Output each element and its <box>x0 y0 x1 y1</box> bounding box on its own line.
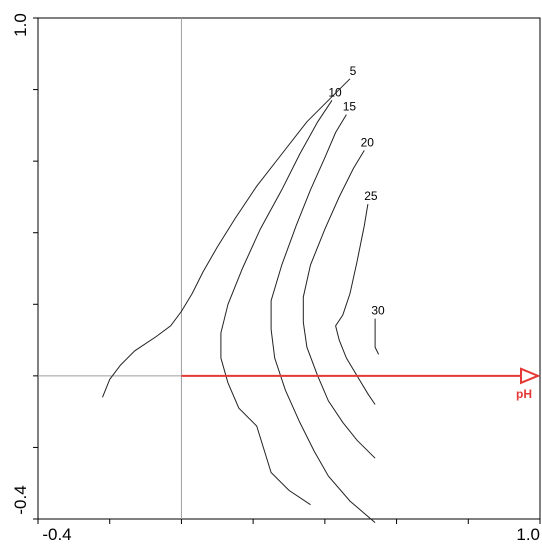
ph-arrow-head <box>520 367 541 385</box>
contour-line-10 <box>220 100 333 506</box>
contour-line-20 <box>302 150 376 459</box>
contour-line-30 <box>374 318 380 355</box>
plot-frame <box>37 17 541 520</box>
x-tick-label-left: -0.4 <box>42 525 71 544</box>
contour-line-25 <box>335 204 376 405</box>
ph-arrow-label: pH <box>516 387 532 401</box>
contour-label-25: 25 <box>364 189 378 203</box>
contour-label-20: 20 <box>361 135 375 149</box>
x-tick-label-right: 1.0 <box>516 525 540 544</box>
y-tick-label-bottom: -0.4 <box>11 485 30 514</box>
contour-line-15 <box>270 114 376 523</box>
contour-label-30: 30 <box>371 304 385 318</box>
axis-ticks <box>33 17 541 524</box>
y-tick-label-top: 1.0 <box>11 13 30 37</box>
contour-line-5 <box>102 78 351 398</box>
contour-label-15: 15 <box>343 100 357 114</box>
contour-label-10: 10 <box>328 85 342 99</box>
contour-label-5: 5 <box>350 64 357 78</box>
